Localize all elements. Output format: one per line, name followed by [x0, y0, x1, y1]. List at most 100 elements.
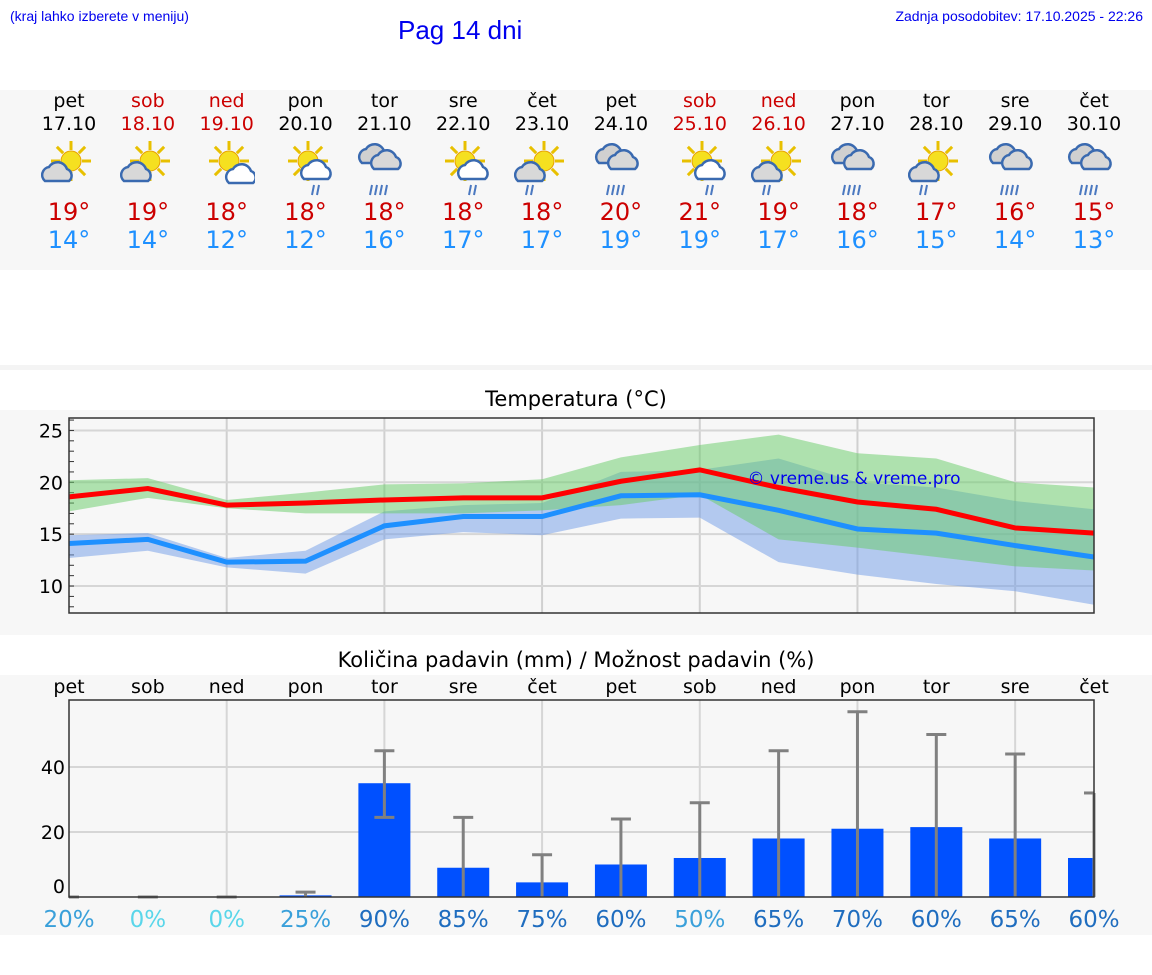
max-temp: 20° — [599, 198, 643, 226]
day-name: čet — [1079, 90, 1109, 112]
x-day-label: ned — [209, 676, 245, 698]
x-day-label: sob — [683, 676, 717, 698]
cloud-heavy-rain-icon — [1067, 142, 1112, 196]
page-title: Pag 14 dni — [398, 15, 523, 45]
max-temp: 21° — [678, 198, 722, 226]
min-temp: 14° — [47, 226, 91, 254]
min-temp: 13° — [1072, 226, 1116, 254]
day-name: ned — [760, 90, 797, 112]
day-forecast: sre 29.10 16° 14° — [975, 90, 1055, 254]
day-date: 20.10 — [278, 113, 333, 135]
min-temp: 12° — [205, 226, 248, 254]
day-forecast: pon 20.10 18° 12° — [266, 90, 346, 254]
y-tick-label: 40 — [41, 757, 65, 779]
day-forecast: ned 19.10 18° 12° — [187, 90, 267, 254]
min-temp: 14° — [126, 226, 170, 254]
temperature-chart: 10 15 20 25 © vreme.us & vreme.pro — [39, 417, 1095, 614]
min-temp: 19° — [678, 226, 722, 254]
day-name: sre — [1000, 90, 1030, 112]
plot-frame — [68, 699, 1095, 898]
day-forecast: sob 18.10 19° 14° — [108, 90, 188, 254]
precip-probability: 70% — [832, 907, 883, 933]
min-temp: 19° — [599, 226, 643, 254]
x-day-label: sre — [1001, 676, 1030, 698]
sun-grey-cloud-rain-icon — [514, 141, 565, 196]
sun-grey-cloud-rain-icon — [750, 141, 801, 196]
max-temp: 18° — [441, 198, 485, 226]
sun-cloud-rain-icon — [445, 141, 490, 196]
precipitation-chart: 0 20 40 pet sob ned pon tor sre čet pet sob ned pon to… — [41, 676, 1120, 933]
min-temp: 17° — [520, 226, 564, 254]
precip-bar — [1068, 857, 1094, 897]
precip-probability: 75% — [517, 907, 568, 933]
day-name: ned — [208, 90, 245, 112]
sun-small-cloud-icon — [208, 141, 255, 185]
temperature-chart-title: Temperatura (°C) — [485, 387, 667, 411]
day-name: sob — [682, 90, 717, 112]
sun-grey-cloud-rain-icon — [908, 141, 959, 196]
precip-probability: 20% — [43, 907, 94, 933]
day-name: čet — [527, 90, 557, 112]
day-date: 21.10 — [357, 113, 412, 135]
max-temp: 19° — [126, 198, 170, 226]
day-forecast: pet 17.10 19° 14° — [29, 90, 109, 254]
y-tick-label: 20 — [41, 822, 65, 844]
precip-probability: 65% — [753, 907, 804, 933]
day-name: sob — [131, 90, 165, 112]
x-day-label: pet — [53, 676, 84, 698]
max-temp: 15° — [1072, 198, 1116, 226]
cloud-heavy-rain-icon — [989, 142, 1033, 196]
day-date: 18.10 — [120, 113, 176, 135]
x-day-label: pon — [288, 676, 324, 698]
precip-probability: 65% — [990, 907, 1041, 933]
precip-probability: 85% — [438, 907, 489, 933]
max-temp: 16° — [993, 198, 1037, 226]
day-date: 25.10 — [672, 113, 727, 135]
day-date: 29.10 — [987, 113, 1043, 135]
x-day-label: pon — [840, 676, 876, 698]
min-temp: 14° — [993, 226, 1037, 254]
day-name: tor — [922, 90, 950, 112]
day-forecast: tor 28.10 17° 15° — [896, 90, 976, 254]
max-temp: 19° — [757, 198, 800, 226]
sun-cloud-rain-icon — [681, 141, 726, 196]
y-tick-label: 20 — [39, 472, 63, 494]
precip-probability: 0% — [208, 907, 245, 933]
max-temp: 18° — [205, 198, 248, 226]
day-date: 26.10 — [751, 113, 806, 135]
precip-probability: 90% — [359, 907, 410, 933]
min-temp-line — [68, 492, 1095, 565]
max-temp: 18° — [836, 198, 879, 226]
y-tick-label: 15 — [39, 524, 63, 546]
location-hint: (kraj lahko izberete v meniju) — [10, 8, 189, 24]
x-day-label: ned — [761, 676, 797, 698]
day-forecast: pet 24.10 20° 19° — [581, 90, 661, 254]
temperature-chart-panel: 10 15 20 25 © vreme.us & vreme.pro — [0, 410, 1152, 635]
day-date: 24.10 — [593, 113, 649, 135]
max-temp-band — [69, 434, 1094, 571]
precip-probability: 60% — [595, 907, 646, 933]
x-day-label: čet — [1079, 676, 1109, 698]
day-date: 28.10 — [909, 113, 964, 135]
precipitation-chart-panel: 0 20 40 pet sob ned pon tor sre čet pet sob ned pon to… — [0, 675, 1152, 935]
precip-probability: 50% — [674, 907, 725, 933]
day-name: pon — [287, 90, 324, 112]
min-temp: 17° — [757, 226, 800, 254]
y-tick-label: 25 — [39, 420, 63, 442]
day-name: sre — [448, 90, 478, 112]
plot-frame — [68, 417, 1095, 614]
cloud-heavy-rain-icon — [358, 142, 403, 196]
x-day-label: sre — [449, 676, 478, 698]
divider — [0, 365, 1152, 370]
day-date: 19.10 — [199, 113, 254, 135]
min-temp: 16° — [836, 226, 879, 254]
day-forecast: ned 26.10 19° 17° — [739, 90, 819, 254]
y-tick-label: 10 — [39, 576, 63, 598]
cloud-heavy-rain-icon — [594, 142, 639, 196]
cloud-heavy-rain-icon — [831, 142, 876, 196]
precip-probability: 60% — [1068, 907, 1119, 933]
day-forecast: pon 27.10 18° 16° — [817, 90, 897, 254]
y-tick-label: 0 — [53, 876, 65, 898]
x-day-label: sob — [131, 676, 165, 698]
x-day-label: pet — [605, 676, 636, 698]
